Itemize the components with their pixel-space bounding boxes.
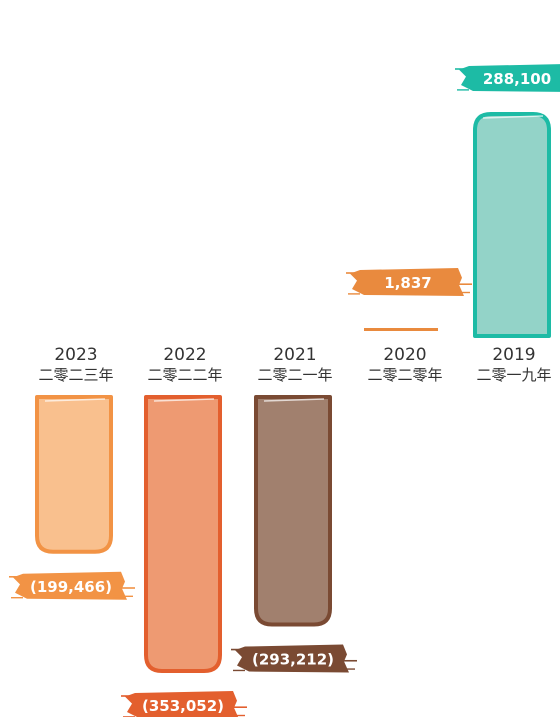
category-label-cn-2020: 二零二零年 <box>367 366 442 384</box>
value-banner-2020 <box>346 268 472 296</box>
bar-2019 <box>473 112 551 338</box>
category-label-cn-2022: 二零二二年 <box>147 366 222 384</box>
category-label-2020: 2020 <box>383 345 426 365</box>
bars-group <box>35 112 551 673</box>
bar-2022 <box>144 395 222 673</box>
bar-highlight-2021 <box>263 398 325 402</box>
bar-2023 <box>35 395 113 554</box>
category-label-2019: 2019 <box>492 345 535 365</box>
category-label-cn-2019: 二零一九年 <box>476 366 551 384</box>
value-label-2020: 1,837 <box>384 274 431 292</box>
value-banner-2023 <box>9 571 135 600</box>
value-label-2021: (293,212) <box>252 651 334 669</box>
bar-highlight-2019 <box>482 115 544 119</box>
value-banner-2021 <box>231 644 357 673</box>
category-label-cn-2023: 二零二三年 <box>38 366 113 384</box>
value-label-2023: (199,466) <box>30 578 112 596</box>
bar-2021 <box>254 395 332 627</box>
value-labels-group: (199,466) (353,052) (293,212) 1,837 288,100 <box>9 64 560 717</box>
bar-2020 <box>364 328 438 331</box>
bar-highlight-2023 <box>44 398 106 402</box>
value-label-2019: 288,100 <box>483 70 551 88</box>
bar-highlight-2022 <box>153 398 215 402</box>
category-label-cn-2021: 二零二一年 <box>257 366 332 384</box>
category-label-2023: 2023 <box>54 345 97 365</box>
category-label-2021: 2021 <box>273 345 316 365</box>
category-label-2022: 2022 <box>163 345 206 365</box>
value-label-2022: (353,052) <box>142 697 224 715</box>
